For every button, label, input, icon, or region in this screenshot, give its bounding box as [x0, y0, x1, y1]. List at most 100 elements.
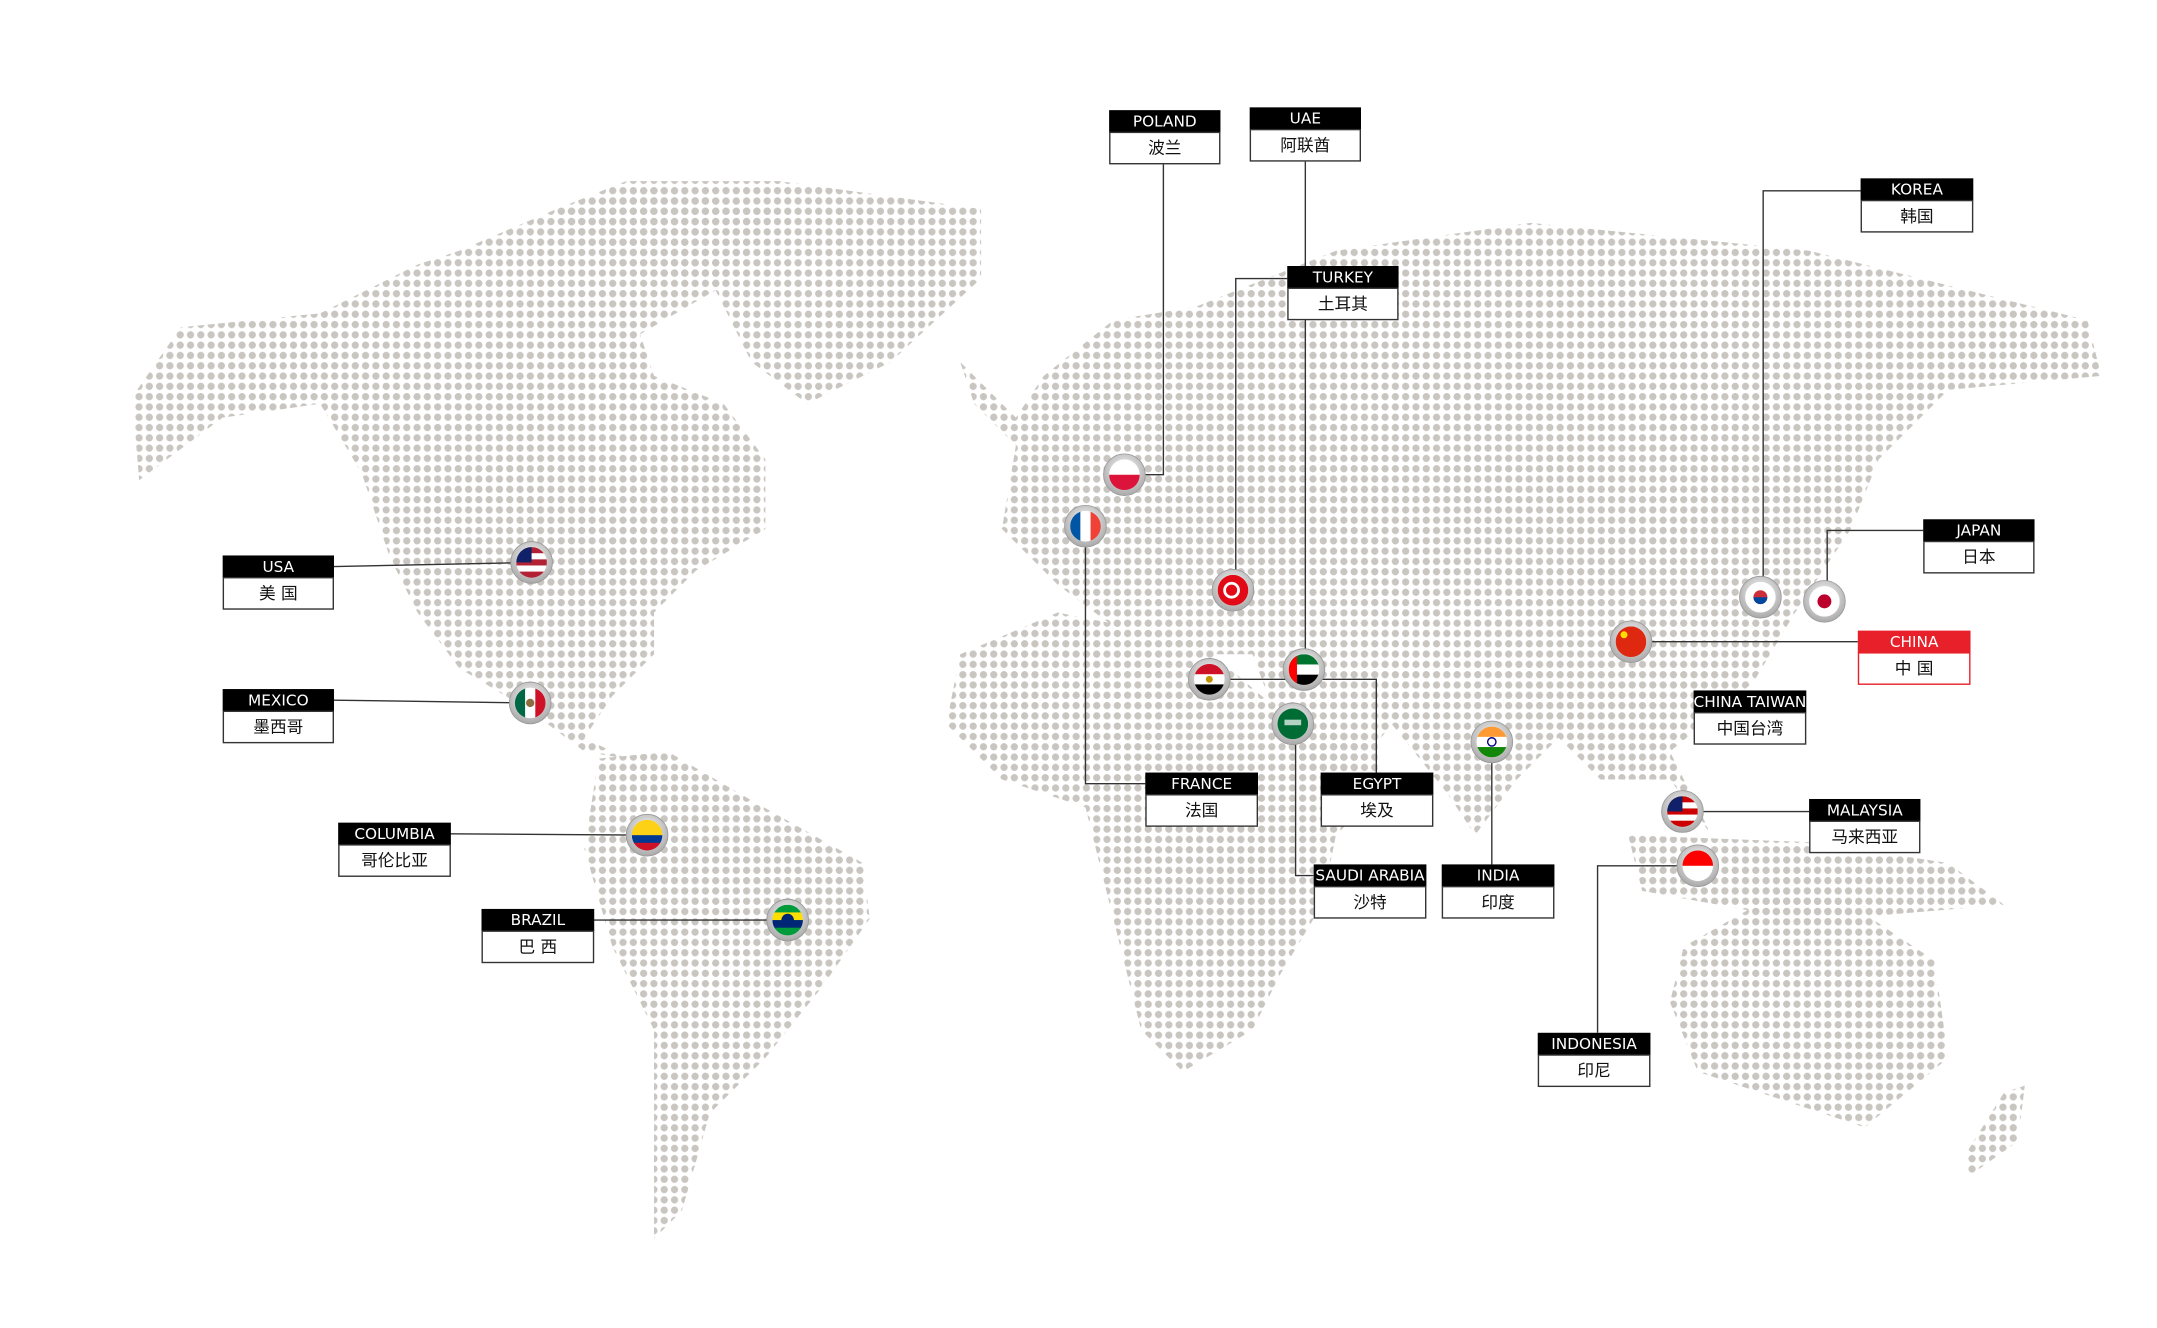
label-header	[1857, 630, 1971, 653]
connector-line	[333, 561, 532, 568]
flag	[1288, 654, 1320, 685]
flag	[1615, 626, 1647, 658]
flag-band	[631, 842, 663, 851]
label-body	[1320, 794, 1434, 827]
flag	[1682, 850, 1714, 882]
label-en: CHINA	[1890, 633, 1939, 651]
flag-band	[1667, 808, 1698, 816]
flag-band	[1090, 510, 1101, 542]
flag-band	[1080, 510, 1092, 542]
flag-band	[631, 827, 663, 836]
flag-band	[1194, 664, 1225, 675]
label-header	[1313, 864, 1427, 887]
label-header	[338, 822, 451, 845]
eurasia	[960, 222, 2102, 836]
flag-band	[1667, 820, 1698, 827]
flag-globe	[781, 913, 794, 927]
label-header	[1287, 265, 1399, 289]
label-zh: 美 国	[259, 584, 298, 603]
label-en: JAPAN	[1955, 522, 2001, 540]
label-zh: 巴 西	[519, 937, 558, 956]
label-header	[1860, 178, 1974, 201]
flag-band	[1476, 747, 1508, 758]
label-body	[1693, 712, 1807, 745]
label-zh: 马来西亚	[1831, 827, 1898, 846]
label-en: POLAND	[1133, 112, 1197, 130]
flag-band	[1682, 865, 1714, 882]
label-header	[1145, 772, 1259, 795]
flag-emblem	[526, 698, 535, 708]
label-en: SAUDI ARABIA	[1315, 867, 1425, 885]
flag	[1277, 708, 1309, 740]
africa	[946, 612, 1378, 1072]
flag	[1667, 796, 1698, 827]
label-body	[222, 710, 334, 744]
label-body	[1857, 652, 1971, 685]
connector-line	[1235, 277, 1288, 591]
flag-sun	[1817, 594, 1832, 609]
label-zh: 印度	[1481, 893, 1515, 912]
flag-band	[1070, 510, 1082, 542]
flag	[1745, 581, 1776, 613]
labels: USA 美 国 MEXICO 墨西哥 COLUMBIA 哥伦比亚 BRAZIL 巴 西 POLA…	[222, 107, 2035, 1088]
label-body	[1249, 128, 1361, 162]
label-body	[1109, 131, 1221, 165]
flag	[1070, 510, 1101, 542]
connector-line	[333, 699, 531, 704]
label-zh: 中国台湾	[1717, 719, 1784, 738]
flag-band	[1288, 654, 1320, 666]
flag-band	[1288, 664, 1320, 676]
label-header	[481, 908, 595, 932]
flag-band	[514, 687, 526, 719]
label-header	[1809, 798, 1921, 822]
flag-band	[1109, 474, 1140, 491]
label-header	[1441, 864, 1555, 887]
label-en: MEXICO	[248, 691, 309, 709]
label-zh: 韩国	[1900, 207, 1933, 226]
south-america	[584, 751, 870, 1239]
label-body	[1441, 885, 1555, 919]
flag-eagle	[1205, 675, 1213, 683]
flag-band	[772, 927, 803, 936]
label-en: BRAZIL	[511, 911, 566, 929]
label-body	[338, 844, 451, 877]
flag-band	[1217, 574, 1249, 606]
flag-crescent	[1223, 581, 1240, 599]
flag-band	[1682, 850, 1714, 867]
label-body	[1923, 540, 2035, 574]
label-body	[1145, 794, 1259, 827]
flag-taegeuk	[1753, 597, 1768, 605]
label-en: INDONESIA	[1551, 1035, 1637, 1053]
connector-line	[1826, 529, 1924, 602]
flag	[1476, 726, 1508, 758]
flag-band	[631, 819, 663, 829]
flag-band	[1109, 459, 1140, 476]
flag	[631, 819, 663, 851]
label-body	[1287, 287, 1399, 321]
flag	[1109, 459, 1140, 491]
new-zealand	[1964, 1085, 2025, 1177]
flag-band	[772, 904, 803, 914]
label-zh: 日本	[1962, 548, 1996, 567]
flags	[508, 453, 1846, 942]
north-america	[132, 188, 780, 759]
label-en: FRANCE	[1171, 775, 1232, 793]
label-body	[481, 930, 595, 964]
label-header	[1249, 107, 1361, 130]
label-body	[1860, 199, 1974, 233]
label-zh: 阿联酋	[1280, 136, 1330, 155]
flag-band	[535, 687, 546, 719]
label-en: MALAYSIA	[1827, 801, 1903, 819]
label-body	[222, 577, 334, 610]
flag-band	[1667, 814, 1698, 822]
label-header	[1923, 519, 2035, 542]
label-en: KOREA	[1891, 181, 1944, 199]
label-en: UAE	[1290, 110, 1321, 128]
connector-line	[1209, 678, 1378, 773]
flag	[514, 687, 546, 719]
label-header	[1109, 110, 1221, 133]
label-en: CHINA TAIWAN	[1694, 693, 1807, 711]
label-en: INDIA	[1477, 867, 1520, 885]
label-zh: 墨西哥	[253, 718, 303, 737]
